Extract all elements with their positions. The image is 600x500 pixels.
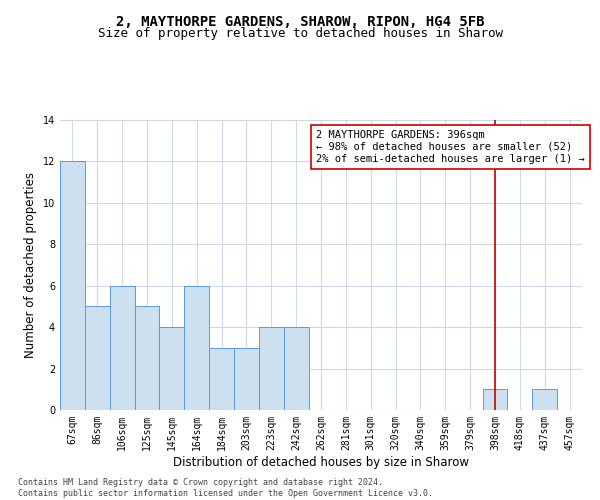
Bar: [482, 390, 508, 410]
Bar: [259, 327, 284, 410]
Bar: [532, 390, 557, 410]
Text: 2, MAYTHORPE GARDENS, SHAROW, RIPON, HG4 5FB: 2, MAYTHORPE GARDENS, SHAROW, RIPON, HG4…: [116, 15, 484, 29]
X-axis label: Distribution of detached houses by size in Sharow: Distribution of detached houses by size …: [173, 456, 469, 468]
Bar: [209, 348, 234, 410]
Y-axis label: Number of detached properties: Number of detached properties: [24, 172, 37, 358]
Text: Contains HM Land Registry data © Crown copyright and database right 2024.
Contai: Contains HM Land Registry data © Crown c…: [18, 478, 433, 498]
Bar: [134, 306, 160, 410]
Bar: [184, 286, 209, 410]
Bar: [284, 327, 308, 410]
Bar: [234, 348, 259, 410]
Bar: [60, 162, 85, 410]
Text: 2 MAYTHORPE GARDENS: 396sqm
← 98% of detached houses are smaller (52)
2% of semi: 2 MAYTHORPE GARDENS: 396sqm ← 98% of det…: [316, 130, 585, 164]
Bar: [110, 286, 134, 410]
Bar: [85, 306, 110, 410]
Text: Size of property relative to detached houses in Sharow: Size of property relative to detached ho…: [97, 28, 503, 40]
Bar: [160, 327, 184, 410]
